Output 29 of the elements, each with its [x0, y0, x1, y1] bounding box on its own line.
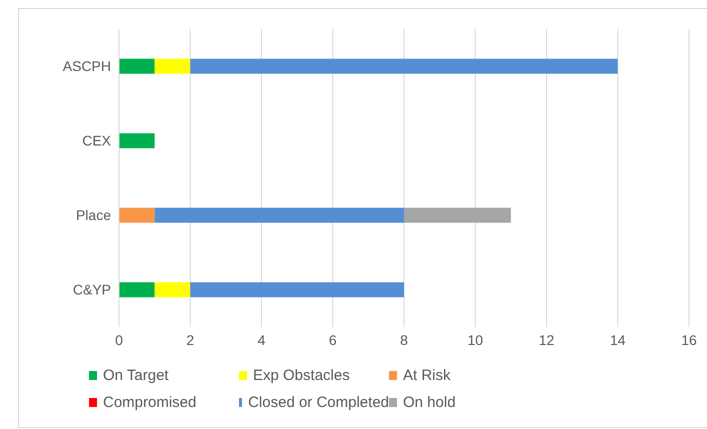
legend-label: Closed or Completed [248, 394, 389, 411]
x-tick-label: 12 [538, 332, 554, 348]
x-tick-label: 8 [400, 332, 408, 348]
y-tick-label: CEX [82, 132, 112, 149]
y-tick-label: ASCPH [62, 58, 111, 74]
x-tick-label: 16 [681, 332, 697, 348]
bar [154, 208, 404, 223]
bar [404, 208, 511, 223]
legend-label: At Risk [403, 367, 451, 384]
legend-label: On hold [403, 394, 456, 411]
bar [190, 58, 618, 74]
x-tick-label: 6 [328, 332, 337, 348]
legend-label: Exp Obstacles [253, 367, 350, 384]
bar [119, 133, 155, 148]
legend-label: On Target [103, 367, 169, 384]
bar [119, 58, 155, 74]
legend-label: Compromised [103, 394, 196, 411]
y-tick-label: Place [76, 207, 112, 224]
bar [154, 58, 190, 74]
bar [119, 282, 155, 298]
y-tick-label: C&YP [72, 282, 111, 298]
x-tick-label: 2 [186, 332, 194, 348]
x-tick-label: 10 [467, 332, 484, 348]
x-tick-label: 4 [258, 332, 266, 348]
bar [119, 208, 155, 223]
x-tick-label: 14 [610, 332, 626, 348]
bar [190, 282, 404, 298]
x-tick-label: 0 [115, 332, 124, 348]
bar [154, 282, 190, 298]
